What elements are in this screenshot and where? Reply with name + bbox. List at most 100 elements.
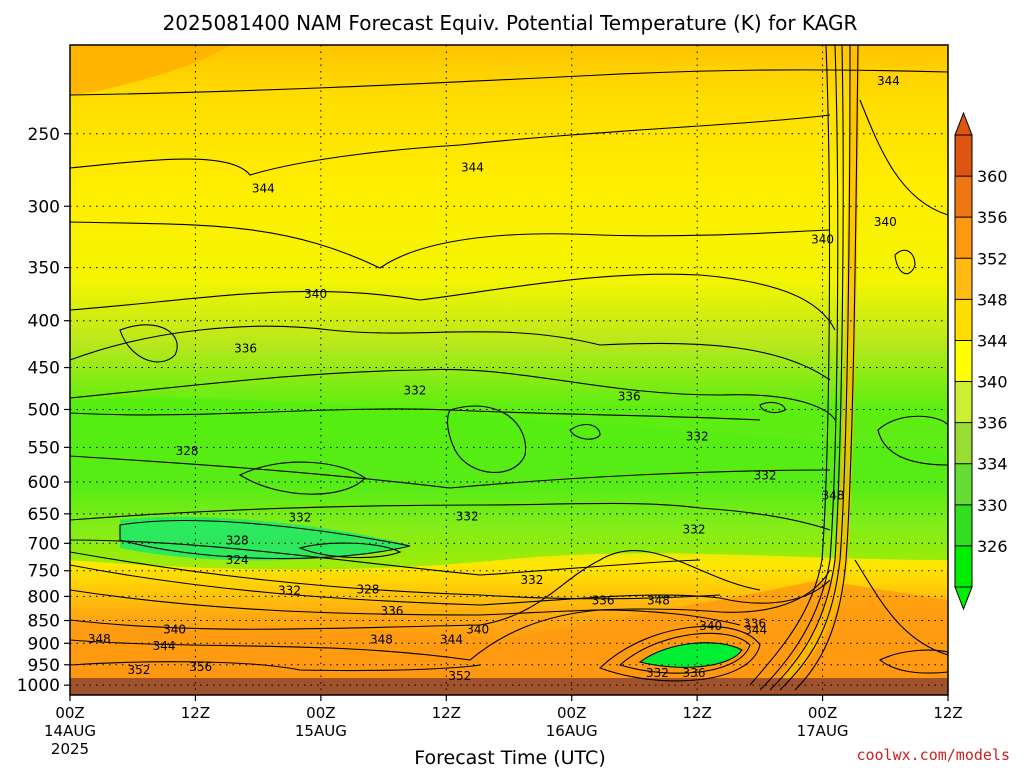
contour-label: 340 [811, 232, 834, 246]
colorbar: 326 330 334 336 340 344 348 352 356 360 [954, 111, 1008, 611]
contour-label: 328 [176, 444, 199, 458]
contour-label: 332 [754, 468, 777, 482]
colorbar-segment [955, 299, 972, 341]
contour-line [877, 415, 948, 466]
contour-line [70, 661, 481, 672]
y-tick-label: 800 [28, 587, 60, 607]
colorbar-label: 326 [977, 537, 1008, 556]
contour-line [70, 502, 831, 531]
contour-line [238, 461, 366, 495]
contour-line [618, 632, 751, 674]
y-tick-label: 250 [28, 125, 60, 145]
colorbar-label: 348 [977, 290, 1008, 309]
x-tick-label: 12Z [181, 704, 210, 722]
contour-label: 356 [189, 660, 212, 674]
contour-label: 332 [683, 522, 706, 536]
contour-label: 332 [278, 583, 301, 597]
credit-label: coolwx.com/models [856, 746, 1010, 764]
x-axis-label: Forecast Time (UTC) [414, 747, 605, 768]
contour-line [759, 45, 839, 691]
contour-line [70, 609, 741, 661]
contour-label: 332 [646, 666, 669, 680]
contour-label: 332 [456, 509, 479, 523]
contour-line [769, 45, 844, 691]
colorbar-label: 336 [977, 414, 1008, 433]
contour-label: 344 [744, 623, 767, 637]
contour-label: 332 [403, 384, 426, 398]
y-tick-label: 400 [28, 312, 60, 332]
colorbar-arrow-top [954, 111, 973, 136]
contour-line [70, 564, 831, 606]
contour-line [779, 45, 851, 691]
x-tick-label: 00Z [808, 704, 837, 722]
colorbar-segment [955, 545, 972, 588]
contour-label: 352 [448, 669, 471, 683]
contour-line [70, 551, 721, 600]
y-tick-label: 300 [28, 197, 60, 217]
colorbar-frame [954, 134, 973, 588]
contour-line [70, 539, 701, 576]
colorbar-segment [955, 422, 972, 465]
x-tick-label: 00Z [306, 704, 335, 722]
colorbar-label: 352 [977, 249, 1008, 268]
contour-label: 328 [356, 582, 379, 596]
colorbar-segment [955, 340, 972, 383]
contour-label: 332 [686, 429, 709, 443]
contour-label: 340 [874, 215, 897, 229]
contour-label: 336 [743, 616, 766, 630]
colorbar-segment [955, 504, 972, 547]
contour-label: 348 [88, 632, 111, 646]
contour-label: 336 [683, 666, 706, 680]
y-tick-label: 650 [28, 505, 60, 525]
contour-line [70, 455, 831, 489]
contour-label: 344 [461, 160, 484, 174]
contour-label: 344 [153, 639, 176, 653]
contour-line [119, 520, 411, 560]
x-tick-label: 12Z [432, 704, 461, 722]
contour-line [70, 569, 831, 616]
colorbar-label: 360 [977, 167, 1008, 186]
plot-area: 344 344 344 340 340 340 336 336 332 332 332 332 332 3… [70, 45, 948, 695]
contour-label: 336 [234, 342, 257, 356]
colorbar-segment [955, 217, 972, 259]
min-core-region [120, 516, 410, 561]
x-tick-year: 2025 [51, 740, 89, 758]
y-tick-label: 450 [28, 359, 60, 379]
contour-line [298, 542, 402, 559]
x-tick-label: 00Z [557, 704, 586, 722]
contour-label: 344 [877, 74, 900, 88]
contour-line [70, 325, 831, 381]
y-tick-label: 750 [28, 562, 60, 582]
x-tick-label: 12Z [933, 704, 962, 722]
contour-line [119, 324, 178, 363]
contour-label: 340 [699, 619, 722, 633]
upper-orange-region [70, 45, 230, 95]
contour-label: 348 [370, 633, 393, 647]
contour-label: 344 [252, 182, 275, 196]
x-tick-date: 16AUG [546, 722, 598, 740]
contour-line [70, 221, 831, 269]
y-tick-label: 500 [28, 400, 60, 420]
colorbar-arrow-bottom [954, 586, 973, 611]
contour-label: 332 [521, 573, 544, 587]
colorbar-label: 340 [977, 373, 1008, 392]
contour-label: 332 [288, 510, 311, 524]
contour-line [794, 45, 859, 691]
contour-line [854, 559, 948, 656]
colorbar-label: 334 [977, 455, 1008, 474]
y-tick-label: 1000 [17, 676, 60, 696]
x-tick-date: 15AUG [295, 722, 347, 740]
plot-frame [69, 44, 949, 696]
contours [70, 45, 948, 691]
colorbar-label: 344 [977, 331, 1008, 350]
contour-label: 340 [163, 622, 186, 636]
y-tick-label: 550 [28, 438, 60, 458]
contour-labels: 344 344 344 340 340 340 336 336 332 332 332 332 332 3… [88, 74, 900, 683]
contour-label: 352 [128, 663, 151, 677]
chart-title: 2025081400 NAM Forecast Equiv. Potential… [163, 11, 858, 35]
y-axis: 2503003504004505005506006507007508008509… [17, 125, 70, 696]
low-level-green-pocket [640, 642, 742, 668]
contour-label: 348 [647, 593, 670, 607]
x-tick-date: 14AUG [44, 722, 96, 740]
